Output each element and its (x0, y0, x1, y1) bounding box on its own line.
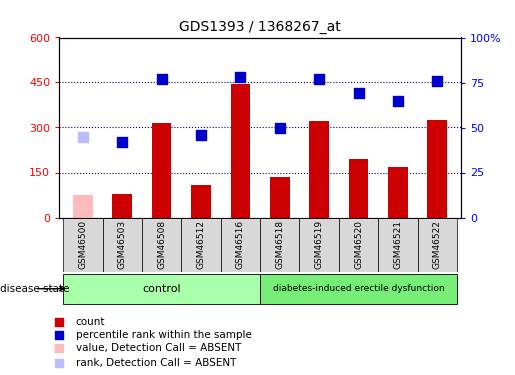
Point (79, 134, 87, 140)
Point (55, 345, 63, 351)
Bar (260, 217, 299, 272)
Text: GSM46500: GSM46500 (78, 220, 88, 269)
Point (433, 78, 441, 84)
Bar (63, 217, 102, 272)
Bar (142, 217, 181, 272)
Bar (231, 84, 250, 218)
Text: GSM46519: GSM46519 (315, 220, 323, 269)
Point (276, 124, 284, 130)
Bar (418, 217, 457, 272)
Text: GSM46503: GSM46503 (118, 220, 127, 269)
Bar (260, 274, 457, 304)
Text: GSM46518: GSM46518 (275, 220, 284, 269)
Text: value, Detection Call = ABSENT: value, Detection Call = ABSENT (76, 344, 241, 354)
Text: GSM46516: GSM46516 (236, 220, 245, 269)
Point (197, 132, 205, 138)
Point (236, 74, 245, 80)
Bar (63, 274, 260, 304)
Bar (270, 177, 289, 218)
Point (394, 98, 402, 104)
Point (55, 360, 63, 366)
Bar (299, 217, 339, 272)
Bar (378, 217, 418, 272)
Bar (221, 217, 260, 272)
Point (55, 332, 63, 338)
Bar (102, 217, 142, 272)
Point (55, 319, 63, 325)
Bar (112, 194, 132, 217)
Text: GSM46512: GSM46512 (197, 220, 205, 269)
Text: disease state: disease state (0, 284, 70, 294)
Bar (181, 217, 221, 272)
Bar (191, 184, 211, 218)
Text: rank, Detection Call = ABSENT: rank, Detection Call = ABSENT (76, 358, 236, 368)
Bar (73, 195, 93, 217)
Bar (310, 122, 329, 218)
Bar (388, 166, 408, 218)
Text: GSM46520: GSM46520 (354, 220, 363, 269)
Title: GDS1393 / 1368267_at: GDS1393 / 1368267_at (179, 20, 341, 34)
Bar (427, 120, 447, 218)
Point (315, 76, 323, 82)
Point (118, 139, 126, 145)
Text: control: control (142, 284, 181, 294)
Text: GSM46508: GSM46508 (157, 220, 166, 269)
Text: GSM46521: GSM46521 (393, 220, 402, 269)
Text: diabetes-induced erectile dysfunction: diabetes-induced erectile dysfunction (273, 284, 444, 293)
Text: GSM46522: GSM46522 (433, 220, 442, 269)
Bar (152, 123, 171, 218)
Bar (339, 217, 378, 272)
Text: percentile rank within the sample: percentile rank within the sample (76, 330, 252, 340)
Text: count: count (76, 317, 105, 327)
Point (158, 76, 166, 82)
Bar (349, 159, 368, 218)
Point (354, 90, 363, 96)
